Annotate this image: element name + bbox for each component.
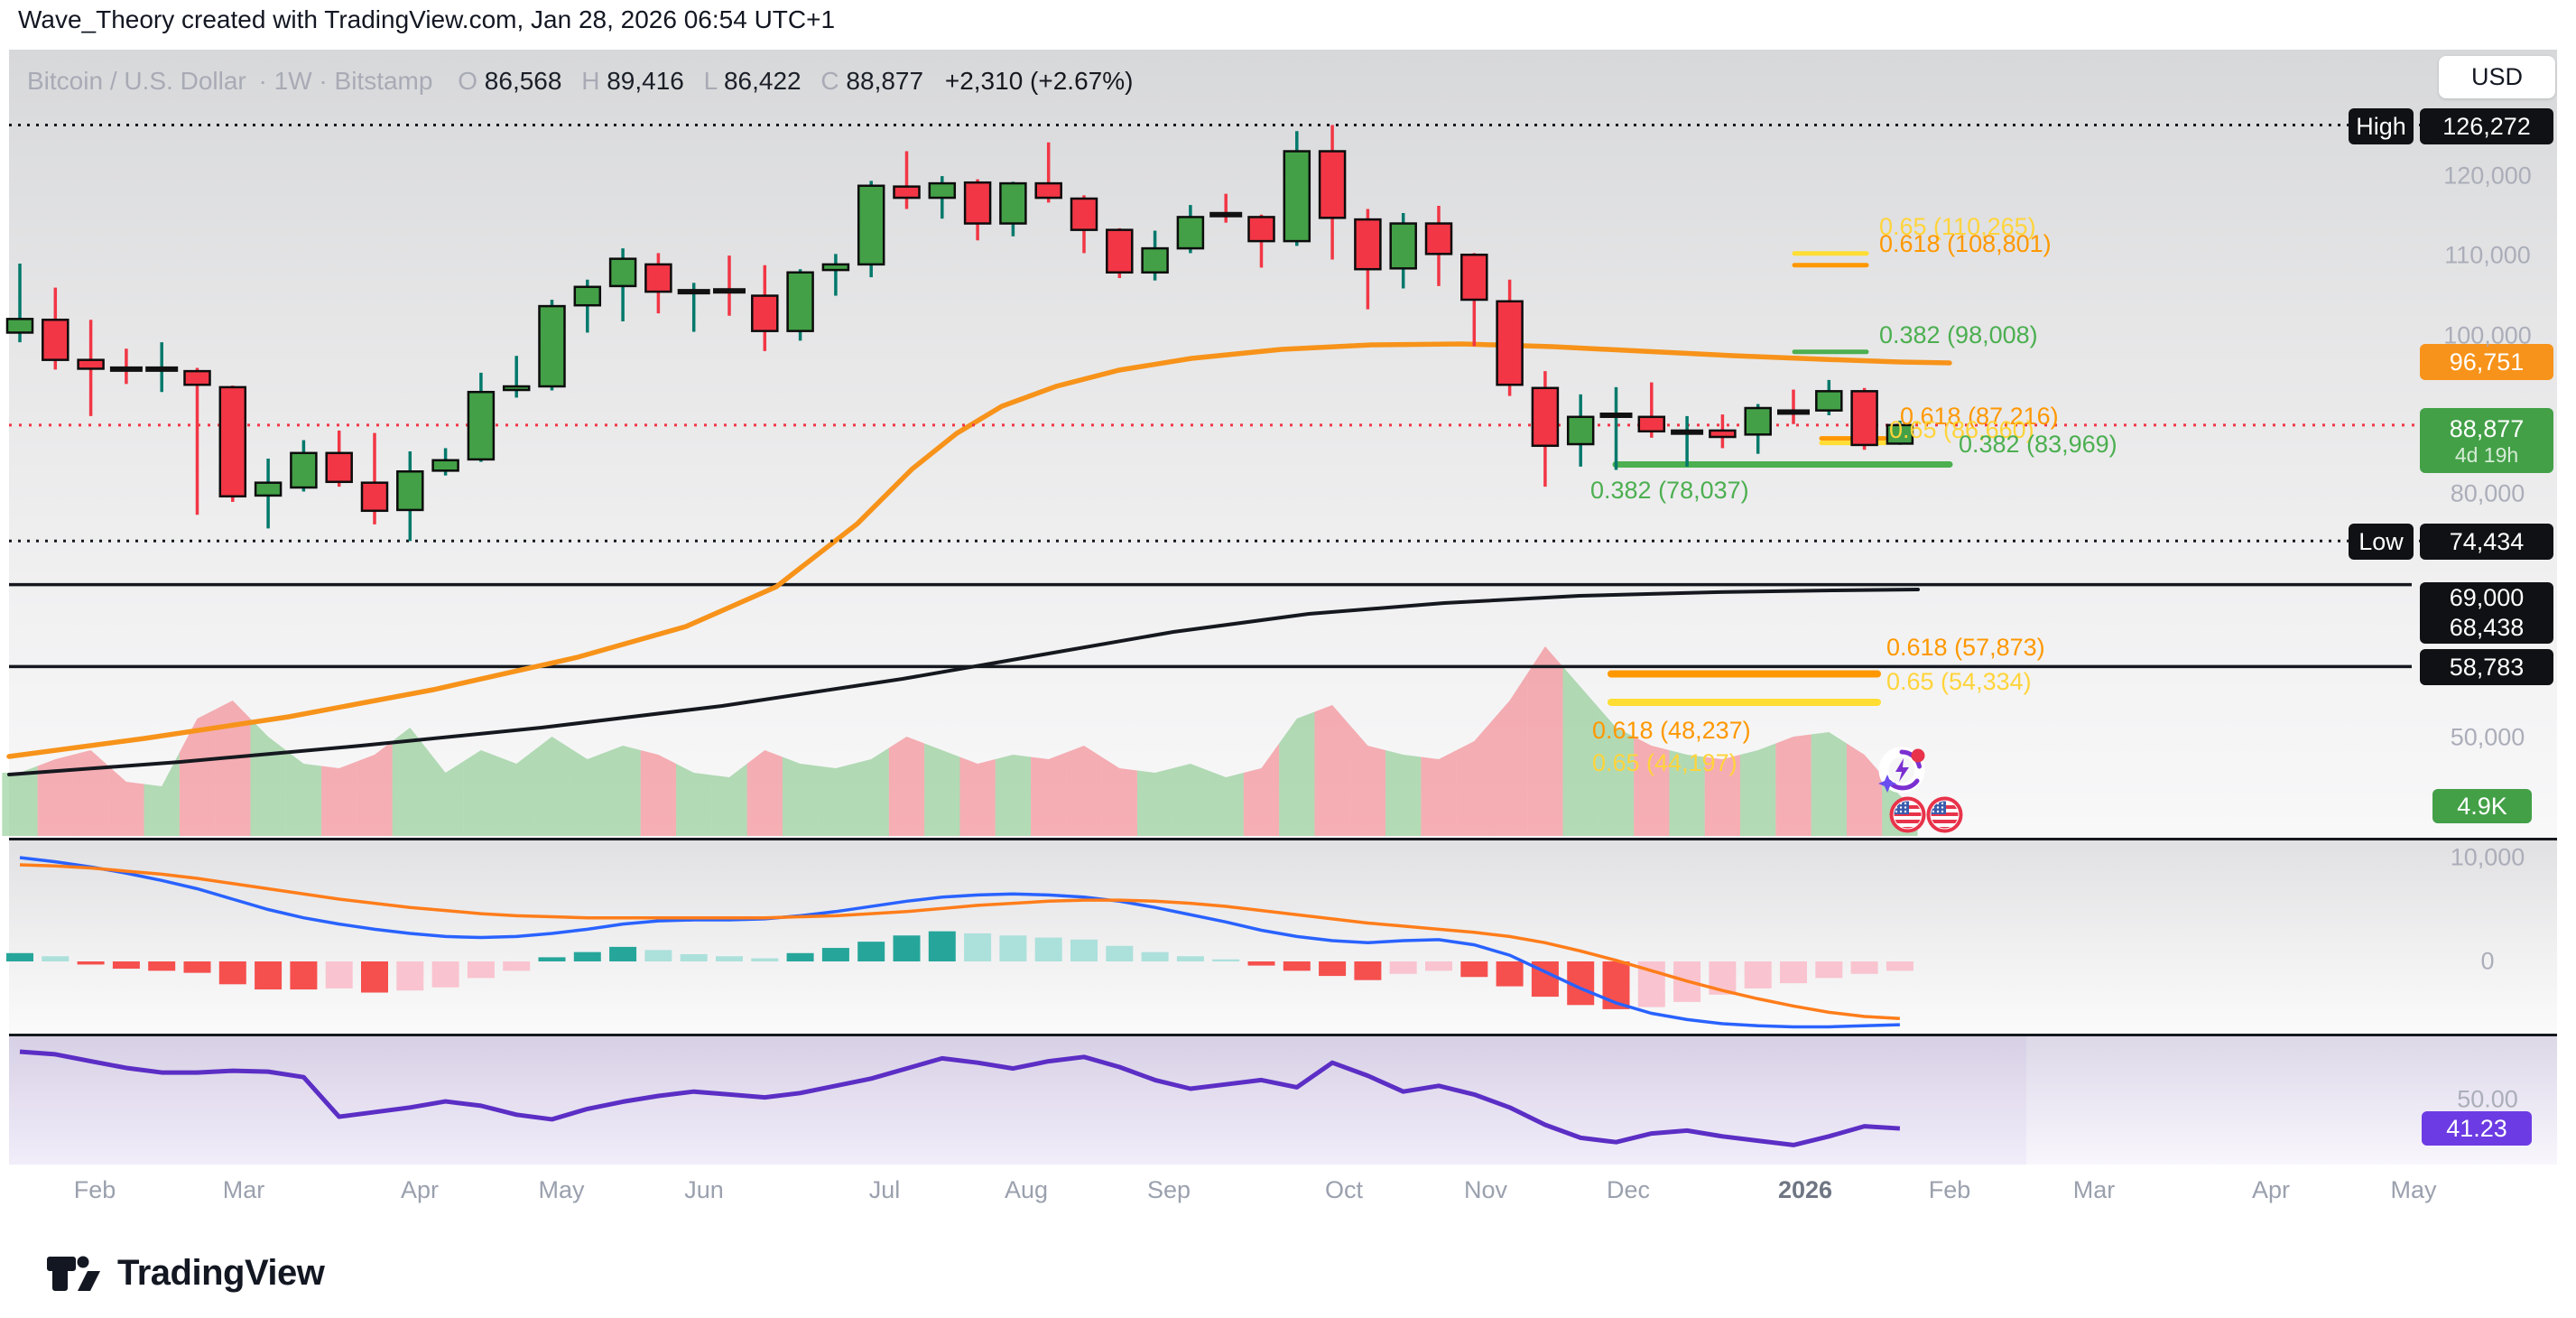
price-axis-label: 0 bbox=[2480, 947, 2495, 975]
low-label: L bbox=[703, 67, 718, 95]
time-axis-label: Sep bbox=[1146, 1176, 1191, 1203]
low-chip: Low bbox=[2349, 524, 2414, 560]
us-flag-event-icon[interactable] bbox=[1888, 795, 1927, 834]
rsi-value-badge: 41.23 bbox=[2422, 1111, 2532, 1146]
pane-separator[interactable] bbox=[9, 1034, 2557, 1036]
high-chip: High bbox=[2349, 108, 2414, 144]
time-axis-label: Feb bbox=[73, 1176, 116, 1203]
symbol-name[interactable]: Bitcoin / U.S. Dollar bbox=[27, 67, 246, 95]
rsi-pane[interactable] bbox=[9, 1035, 2557, 1165]
time-axis-label: Mar bbox=[222, 1176, 265, 1203]
fib-level-label: 0.618 (87,216) bbox=[1900, 403, 2059, 430]
low-value: 86,422 bbox=[723, 67, 802, 95]
ray-69000: 69,000 bbox=[2449, 584, 2525, 611]
high-value-badge: 126,272 bbox=[2420, 108, 2553, 144]
time-axis-label: Jul bbox=[868, 1176, 901, 1203]
time-axis-label: Mar bbox=[2072, 1176, 2116, 1203]
price-axis-label: 10,000 bbox=[2450, 843, 2525, 871]
high-label: H bbox=[581, 67, 600, 95]
fib-level-label: 0.382 (83,969) bbox=[1959, 431, 2117, 458]
fib-level-label: 0.618 (57,873) bbox=[1886, 634, 2045, 661]
time-axis-label: 2026 bbox=[1777, 1176, 1833, 1203]
us-flag-event-icon[interactable] bbox=[1925, 795, 1964, 834]
price-axis-label: 50.00 bbox=[2457, 1085, 2518, 1113]
fib-level-label: 0.618 (48,237) bbox=[1592, 717, 1751, 744]
ray-badges-stacked: 69,000 68,438 bbox=[2420, 582, 2553, 644]
price-axis-label: 110,000 bbox=[2444, 241, 2531, 269]
price-axis-label: 50,000 bbox=[2450, 723, 2525, 751]
close-value: 88,877 bbox=[846, 67, 924, 95]
time-axis-label: Apr bbox=[400, 1176, 440, 1203]
time-axis-label: May bbox=[2390, 1176, 2437, 1203]
currency-usd-button[interactable]: USD bbox=[2439, 56, 2555, 98]
time-axis-label: Dec bbox=[1606, 1176, 1651, 1203]
interval-exchange[interactable]: · 1W · Bitstamp bbox=[258, 67, 433, 95]
open-value: 86,568 bbox=[484, 67, 562, 95]
fib-level-label: 0.618 (108,801) bbox=[1879, 230, 2052, 257]
pane-separator[interactable] bbox=[9, 838, 2557, 840]
last-price: 88,877 bbox=[2449, 414, 2525, 442]
ray-58783-badge: 58,783 bbox=[2420, 649, 2553, 685]
time-axis-label: Nov bbox=[1463, 1176, 1508, 1203]
price-pane[interactable] bbox=[9, 50, 2557, 838]
tradingview-logo-text: TradingView bbox=[117, 1253, 325, 1293]
last-price-badge: 88,877 4d 19h bbox=[2420, 408, 2553, 473]
open-label: O bbox=[458, 67, 478, 95]
rsi-plot-tint bbox=[9, 1035, 2026, 1165]
tradingview-logo[interactable]: TradingView bbox=[47, 1253, 325, 1294]
price-axis-label: 80,000 bbox=[2450, 479, 2525, 507]
time-axis-label: May bbox=[538, 1176, 585, 1203]
fib-level-label: 0.65 (110,265) bbox=[1879, 213, 2036, 240]
fib-level-label: 0.65 (86,660) bbox=[1889, 416, 2034, 443]
ai-event-icon[interactable] bbox=[1876, 744, 1928, 796]
time-axis-label: Feb bbox=[1928, 1176, 1971, 1203]
ray-68438: 68,438 bbox=[2449, 614, 2525, 641]
fib-level-label: 0.65 (54,334) bbox=[1886, 668, 2032, 695]
time-axis-label: Jun bbox=[684, 1176, 724, 1203]
time-axis[interactable] bbox=[0, 1165, 2576, 1219]
bar-countdown: 4d 19h bbox=[2454, 442, 2519, 467]
volume-badge: 4.9K bbox=[2432, 789, 2532, 823]
tradingview-logo-icon bbox=[47, 1254, 103, 1294]
fib-level-label: 0.382 (98,008) bbox=[1879, 321, 2038, 348]
symbol-info-bar: Bitcoin / U.S. Dollar · 1W · Bitstamp O … bbox=[27, 67, 1138, 96]
fib-level-label: 0.65 (44,197) bbox=[1592, 749, 1737, 776]
price-axis-label: 120,000 bbox=[2443, 162, 2532, 190]
time-axis-label: Oct bbox=[1324, 1176, 1364, 1203]
close-label: C bbox=[820, 67, 839, 95]
low-value-badge: 74,434 bbox=[2420, 524, 2553, 560]
high-value: 89,416 bbox=[607, 67, 684, 95]
fib-level-label: 0.382 (78,037) bbox=[1590, 477, 1749, 504]
time-axis-label: Apr bbox=[2251, 1176, 2291, 1203]
attribution-text: Wave_Theory created with TradingView.com… bbox=[18, 5, 836, 33]
price-axis-label: 100,000 bbox=[2443, 321, 2532, 349]
ma-price-badge: 96,751 bbox=[2420, 344, 2553, 380]
time-axis-label: Aug bbox=[1004, 1176, 1049, 1203]
change-value: +2,310 (+2.67%) bbox=[944, 67, 1134, 95]
